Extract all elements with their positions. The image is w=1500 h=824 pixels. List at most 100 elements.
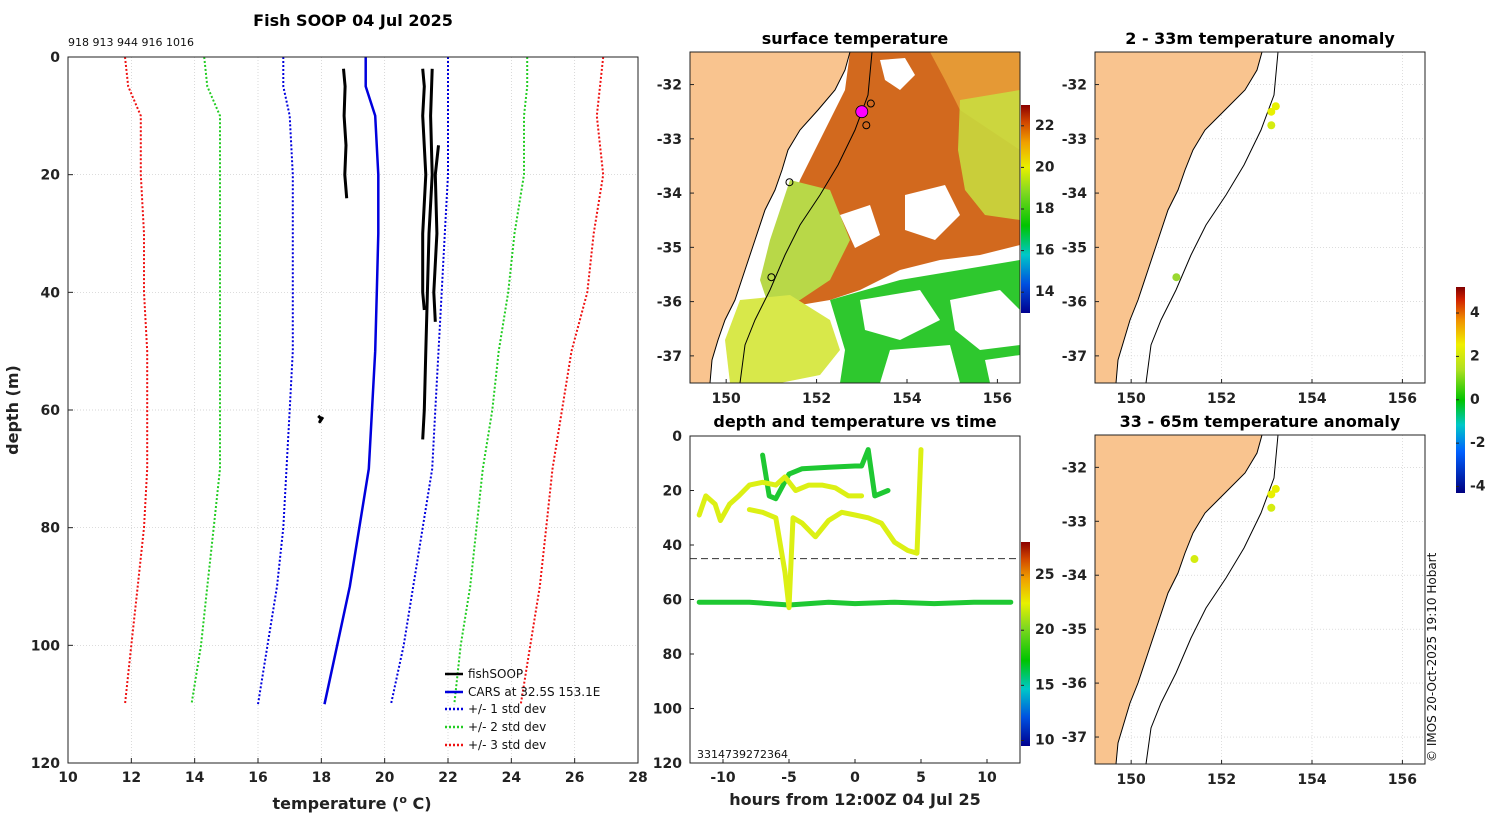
profile-y-tick-label: 120 <box>31 756 60 772</box>
sst-colorbar-tick-label: 16 <box>1035 243 1054 259</box>
profile-y-tick-label: 80 <box>41 521 61 537</box>
anomaly-colorbar-tick-label: 4 <box>1470 305 1480 321</box>
timeseries-panel: depth and temperature vs time -10 -5 0 5 100… <box>653 412 1055 809</box>
anomaly-lower-land <box>1095 435 1262 764</box>
timeseries-y-tick-label: 20 <box>663 484 683 500</box>
anomaly-upper-panel: 2 - 33m temperature anomaly 150 152 154 156… <box>1062 29 1426 407</box>
profile-x-tick-label: 28 <box>628 770 647 786</box>
profile-x-tick-label: 24 <box>502 770 522 786</box>
anomaly-upper-point <box>1172 273 1181 282</box>
profile-x-tick-label: 18 <box>312 770 331 786</box>
anomaly-lower-panel: 33 - 65m temperature anomaly 150 152 154 15… <box>1062 412 1426 788</box>
profile-series--1-std-dev <box>390 57 449 705</box>
sst-x-tick-label: 152 <box>802 391 831 407</box>
sst-map-area <box>690 52 1020 383</box>
sst-ticks: 150 152 154 156 -32 -33 -34 -35 -36 -37 <box>657 78 1012 407</box>
sst-frame <box>689 51 1021 384</box>
profile-lines <box>124 56 605 705</box>
timeseries-y-tick-label: 100 <box>653 702 682 718</box>
sst-station <box>785 178 794 187</box>
anomaly-lower-y-tick-label: -35 <box>1062 622 1087 638</box>
legend-label-cars: CARS at 32.5S 153.1E <box>468 685 600 699</box>
sst-coastline <box>709 52 851 383</box>
profile-x-tick-label: 16 <box>248 770 267 786</box>
profile-x-axis-title: temperature (o C) <box>272 793 431 813</box>
sst-stations <box>767 99 875 282</box>
profile-series--3-std-dev <box>519 56 605 705</box>
legend-label-fishsoop: fishSOOP <box>468 667 523 681</box>
anomaly-colorbar-ticks: -4 -2 0 2 4 <box>1456 305 1486 494</box>
profile-series-cars-at-32-5s-153-1e <box>323 57 380 705</box>
profile-y-tick-label: 100 <box>31 638 60 654</box>
profile-series-fishsoop-cast-5 <box>432 145 440 322</box>
timeseries-colorbar-ticks: 10 15 20 25 <box>1021 567 1055 748</box>
anomaly-upper-title: 2 - 33m temperature anomaly <box>1125 29 1395 48</box>
timeseries-colorbar-tick-label: 25 <box>1035 567 1054 583</box>
timeseries-x-tick-label: 10 <box>977 770 997 786</box>
anomaly-upper-y-tick-label: -37 <box>1062 349 1087 365</box>
anomaly-upper-y-tick-label: -33 <box>1062 132 1087 148</box>
timeseries-y-tick-label: 0 <box>672 429 682 445</box>
profile-x-axis-title-tail: C) <box>407 794 432 813</box>
sst-x-tick-label: 156 <box>983 391 1012 407</box>
profile-series--2-std-dev <box>190 56 221 705</box>
profile-x-axis-title-main: temperature ( <box>272 794 399 813</box>
sst-title: surface temperature <box>762 29 949 48</box>
timeseries-x-axis-title: hours from 12:00Z 04 Jul 25 <box>729 790 980 809</box>
sst-y-tick-label: -36 <box>657 295 682 311</box>
anomaly-upper-point <box>1267 121 1276 130</box>
legend-label-std2: +/- 2 std dev <box>468 720 546 734</box>
timeseries-x-tick-label: -5 <box>781 770 797 786</box>
anomaly-upper-y-tick-label: -36 <box>1062 295 1087 311</box>
timeseries-title: depth and temperature vs time <box>713 412 996 431</box>
anomaly-upper-y-tick-label: -35 <box>1062 240 1087 256</box>
profile-series-fishsoop-cast-4 <box>421 68 434 440</box>
timeseries-background <box>690 436 1020 763</box>
anomaly-upper-map-area <box>1095 52 1425 383</box>
anomaly-lower-isobath <box>1145 435 1279 764</box>
sst-panel: surface temperature <box>657 29 1055 407</box>
anomaly-lower-title: 33 - 65m temperature anomaly <box>1120 412 1401 431</box>
profile-series-fishsoop-cast-1 <box>342 68 349 199</box>
anomaly-lower-frame <box>1094 434 1426 765</box>
profile-x-tick-label: 20 <box>375 770 395 786</box>
anomaly-lower-x-tick-label: 152 <box>1207 772 1236 788</box>
profile-x-tick-label: 14 <box>185 770 205 786</box>
anomaly-upper-point <box>1271 102 1280 111</box>
anomaly-lower-y-tick-label: -36 <box>1062 676 1087 692</box>
anomaly-lower-map-area <box>1095 435 1425 764</box>
anomaly-colorbar-tick-label: -4 <box>1470 478 1486 494</box>
anomaly-upper-frame <box>1094 51 1426 384</box>
profile-y-tick-label: 20 <box>41 168 61 184</box>
profile-series--3-std-dev <box>124 56 149 705</box>
timeseries-y-tick-label: 120 <box>653 756 682 772</box>
legend-item-fishsoop: fishSOOP <box>445 667 523 681</box>
profile-x-ticks: 10 12 14 16 18 20 22 24 26 28 <box>58 758 648 786</box>
anomaly-lower-y-tick-label: -37 <box>1062 730 1087 746</box>
profile-y-tick-label: 40 <box>41 285 61 301</box>
sst-colorbar-tick-label: 18 <box>1035 201 1054 217</box>
profile-series--2-std-dev <box>453 57 529 705</box>
anomaly-upper-isobath <box>1145 52 1279 383</box>
legend-item-cars: CARS at 32.5S 153.1E <box>445 685 600 699</box>
anomaly-upper-land <box>1095 52 1262 383</box>
timeseries-series-deep <box>696 599 1014 608</box>
timeseries-series-shallow <box>760 447 891 502</box>
profile-y-ticks: 0 20 40 60 80 100 120 <box>31 50 73 772</box>
cloud-7 <box>985 355 1020 383</box>
anomaly-colorbar-tick-label: 0 <box>1470 392 1480 408</box>
legend-item-std1: +/- 1 std dev <box>445 702 546 716</box>
profile-y-tick-label: 0 <box>50 50 60 66</box>
anomaly-lower-y-tick-label: -32 <box>1062 460 1087 476</box>
anomaly-lower-coastline <box>1115 435 1263 764</box>
anomaly-lower-points <box>1190 484 1280 564</box>
anomaly-upper-y-tick-label: -34 <box>1062 186 1088 202</box>
profile-series-fishsoop-cast-3 <box>421 68 428 311</box>
sst-y-tick-label: -34 <box>657 186 683 202</box>
sst-station <box>866 99 875 108</box>
legend-label-std1: +/- 1 std dev <box>468 702 546 716</box>
timeseries-lines <box>690 447 1020 611</box>
sst-station <box>767 273 776 282</box>
